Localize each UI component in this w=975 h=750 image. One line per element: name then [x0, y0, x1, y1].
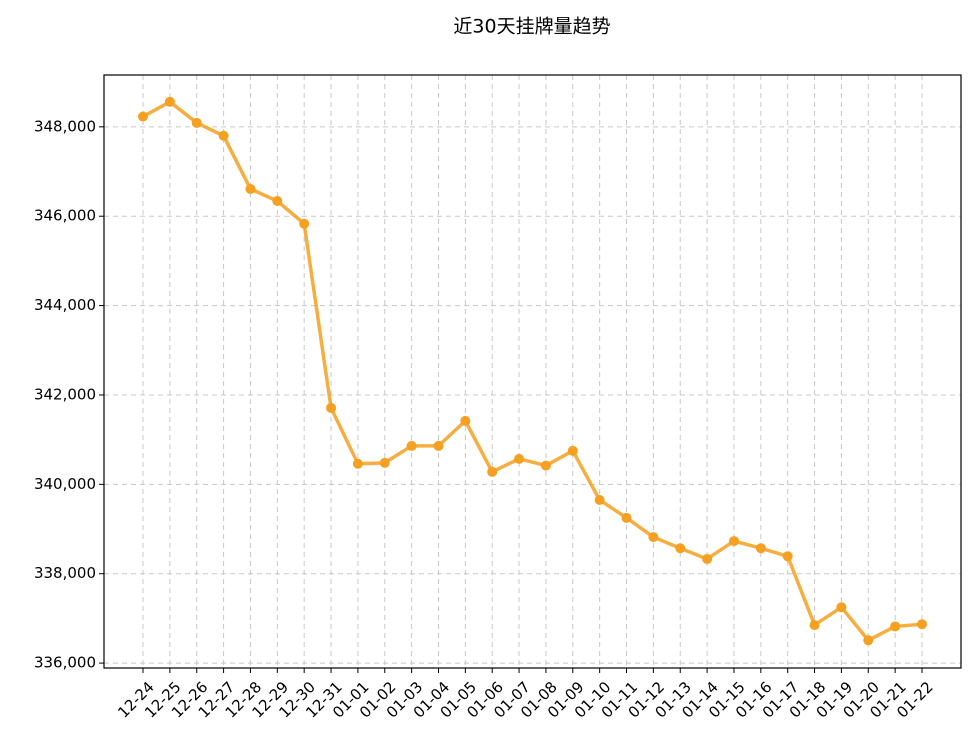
- marker: [702, 553, 713, 564]
- marker: [675, 543, 686, 554]
- marker: [379, 457, 390, 468]
- y-tick-label: 336,000: [34, 654, 96, 672]
- marker: [514, 453, 525, 464]
- marker: [487, 466, 498, 477]
- marker: [218, 130, 229, 141]
- chart-title: 近30天挂牌量趋势: [453, 16, 610, 38]
- marker: [433, 440, 444, 451]
- marker: [272, 196, 283, 207]
- marker: [299, 218, 310, 229]
- marker: [809, 620, 820, 631]
- marker: [755, 543, 766, 554]
- y-tick-label: 342,000: [34, 385, 96, 403]
- marker: [648, 532, 659, 543]
- line: [142, 100, 923, 643]
- plot-frame: [103, 74, 962, 669]
- marker: [352, 458, 363, 469]
- marker: [326, 402, 337, 413]
- marker: [621, 512, 632, 523]
- marker: [164, 96, 175, 107]
- y-tick-label: 338,000: [34, 564, 96, 582]
- marker: [782, 551, 793, 562]
- marker: [863, 635, 874, 646]
- y-tick-label: 344,000: [34, 296, 96, 314]
- marker: [728, 536, 739, 547]
- y-tick-label: 348,000: [34, 117, 96, 135]
- marker: [406, 440, 417, 451]
- y-tick-label: 346,000: [34, 207, 96, 225]
- marker: [917, 619, 927, 630]
- marker: [138, 111, 148, 122]
- marker: [836, 602, 847, 613]
- marker: [191, 117, 202, 128]
- marker: [245, 183, 256, 194]
- marker: [460, 415, 471, 426]
- marker: [567, 445, 578, 456]
- y-tick-label: 340,000: [34, 475, 96, 493]
- marker: [890, 621, 901, 632]
- marker: [594, 494, 605, 505]
- marker: [540, 460, 551, 471]
